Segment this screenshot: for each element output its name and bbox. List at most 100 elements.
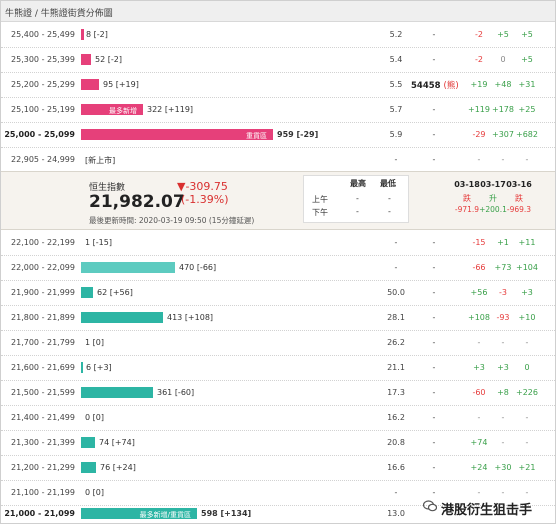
- count-label: 74 [+74]: [99, 438, 135, 447]
- cell: -: [394, 238, 398, 247]
- update-time: 最後更新時間: 2020-03-19 09:50 (15分鐘延遲): [89, 216, 255, 225]
- cell: 5.2: [389, 30, 403, 39]
- change-value: -971.9: [454, 205, 480, 214]
- table-row: 22,905 - 24,999 [新上市] - - - - -: [1, 147, 555, 173]
- table-row: 25,000 - 25,099 重貨區 959 [-29] 5.9 - -29 …: [1, 122, 555, 148]
- range-label: 25,100 - 25,199: [11, 105, 75, 114]
- cell: +31: [518, 80, 536, 89]
- cell: +3: [521, 288, 533, 297]
- bar-tag: 重貨區: [246, 132, 267, 140]
- cell: -: [388, 194, 391, 203]
- range-label: 21,200 - 21,299: [11, 463, 75, 472]
- count-label: 0 [0]: [85, 488, 104, 497]
- count-label: 1 [0]: [85, 338, 104, 347]
- direction: 升: [489, 194, 497, 203]
- cell: -: [525, 438, 529, 447]
- bar: [81, 362, 83, 373]
- cell: +178: [492, 105, 514, 114]
- cell: +25: [518, 105, 536, 114]
- table-row: 21,900 - 21,999 62 [+56] 50.0 - +56 -3 +…: [1, 280, 555, 306]
- range-label: 22,000 - 22,099: [11, 263, 75, 272]
- bar-tag: 最多新增/重貨區: [139, 511, 191, 519]
- cell: +56: [470, 288, 488, 297]
- am-label: 上午: [312, 195, 328, 204]
- table-row: 25,200 - 25,299 95 [+19] 5.5 54458 (熊) +…: [1, 72, 555, 98]
- bear-code[interactable]: 54458 (熊): [411, 81, 459, 91]
- cell: -: [432, 463, 436, 472]
- breadcrumb[interactable]: 牛熊證 / 牛熊證街貨分佈圖: [5, 9, 113, 19]
- cell: -: [432, 488, 436, 497]
- count-label: 62 [+56]: [97, 288, 133, 297]
- count-label: 322 [+119]: [147, 105, 194, 114]
- cell: +3: [497, 363, 509, 372]
- cell: 5.4: [389, 55, 403, 64]
- change-value: -969.3: [506, 205, 532, 214]
- cell: +19: [470, 80, 488, 89]
- cell: -66: [472, 263, 486, 272]
- bar: [81, 287, 93, 298]
- hsi-summary: 恒生指數 21,982.07 ▼-309.75 (-1.39%) 最後更新時間:…: [1, 171, 555, 230]
- cell: -: [501, 338, 505, 347]
- cell: -: [432, 105, 436, 114]
- table-row: 25,400 - 25,499 8 [-2] 5.2 - -2 +5 +5: [1, 22, 555, 48]
- cell: -: [432, 30, 436, 39]
- cell: -: [477, 338, 481, 347]
- date-header: 03-18: [454, 180, 480, 189]
- cell: +682: [516, 130, 538, 139]
- table-row: 21,700 - 21,799 1 [0] 26.2 - - - -: [1, 330, 555, 356]
- hsi-change: ▼-309.75: [177, 180, 228, 193]
- cell: 17.3: [387, 388, 405, 397]
- count-label: 598 [+134]: [201, 509, 252, 518]
- cell: -: [432, 363, 436, 372]
- cell: -: [501, 155, 505, 164]
- cell: -: [501, 413, 505, 422]
- wechat-icon: [423, 500, 437, 512]
- watermark: 港股衍生狙击手: [421, 497, 555, 521]
- range-label: 21,500 - 21,599: [11, 388, 75, 397]
- bar: [81, 54, 91, 65]
- cell: -: [432, 313, 436, 322]
- cell: +307: [492, 130, 514, 139]
- table-row: 21,500 - 21,599 361 [-60] 17.3 - -60 +8 …: [1, 380, 555, 406]
- cell: 5.7: [389, 105, 403, 114]
- count-label: 413 [+108]: [167, 313, 214, 322]
- count-label: 361 [-60]: [157, 388, 195, 397]
- cell: 28.1: [387, 313, 405, 322]
- cell: +119: [468, 105, 490, 114]
- cell: 20.8: [387, 438, 405, 447]
- cell: -2: [475, 30, 483, 39]
- hsi-title: 恒生指數: [89, 183, 126, 193]
- table-row: 21,200 - 21,299 76 [+24] 16.6 - +24 +30 …: [1, 455, 555, 481]
- count-label: 0 [0]: [85, 413, 104, 422]
- date-header: 03-17: [480, 180, 506, 189]
- count-label: 1 [-15]: [85, 238, 112, 247]
- cell: +73: [494, 263, 512, 272]
- breadcrumb-bar: 牛熊證 / 牛熊證街貨分佈圖: [1, 1, 555, 22]
- table-row: 21,100 - 21,199 0 [0] - - - - -: [1, 480, 555, 506]
- pm-label: 下午: [312, 208, 328, 217]
- cell: -: [356, 194, 359, 203]
- cell: +3: [473, 363, 485, 372]
- cell: 21.1: [387, 363, 405, 372]
- cell: 26.2: [387, 338, 405, 347]
- cell: +226: [516, 388, 538, 397]
- cell: +1: [497, 238, 509, 247]
- cell: +48: [494, 80, 512, 89]
- change-value: +200.1: [479, 205, 507, 214]
- cell: -: [525, 155, 529, 164]
- cell: +5: [521, 30, 533, 39]
- range-label: 21,900 - 21,999: [11, 288, 75, 297]
- bar: [81, 437, 95, 448]
- cell: -: [432, 413, 436, 422]
- count-label: 52 [-2]: [95, 55, 122, 64]
- cell: -: [501, 438, 505, 447]
- cell: 0: [500, 55, 506, 64]
- table-row: 21,400 - 21,499 0 [0] 16.2 - - - -: [1, 405, 555, 431]
- cell: -: [432, 338, 436, 347]
- count-label: 959 [-29]: [277, 130, 319, 139]
- cell: +21: [518, 463, 536, 472]
- count-label: 76 [+24]: [100, 463, 136, 472]
- cell: +104: [516, 263, 538, 272]
- table-row: 21,600 - 21,699 6 [+3] 21.1 - +3 +3 0: [1, 355, 555, 381]
- cell: -: [477, 155, 481, 164]
